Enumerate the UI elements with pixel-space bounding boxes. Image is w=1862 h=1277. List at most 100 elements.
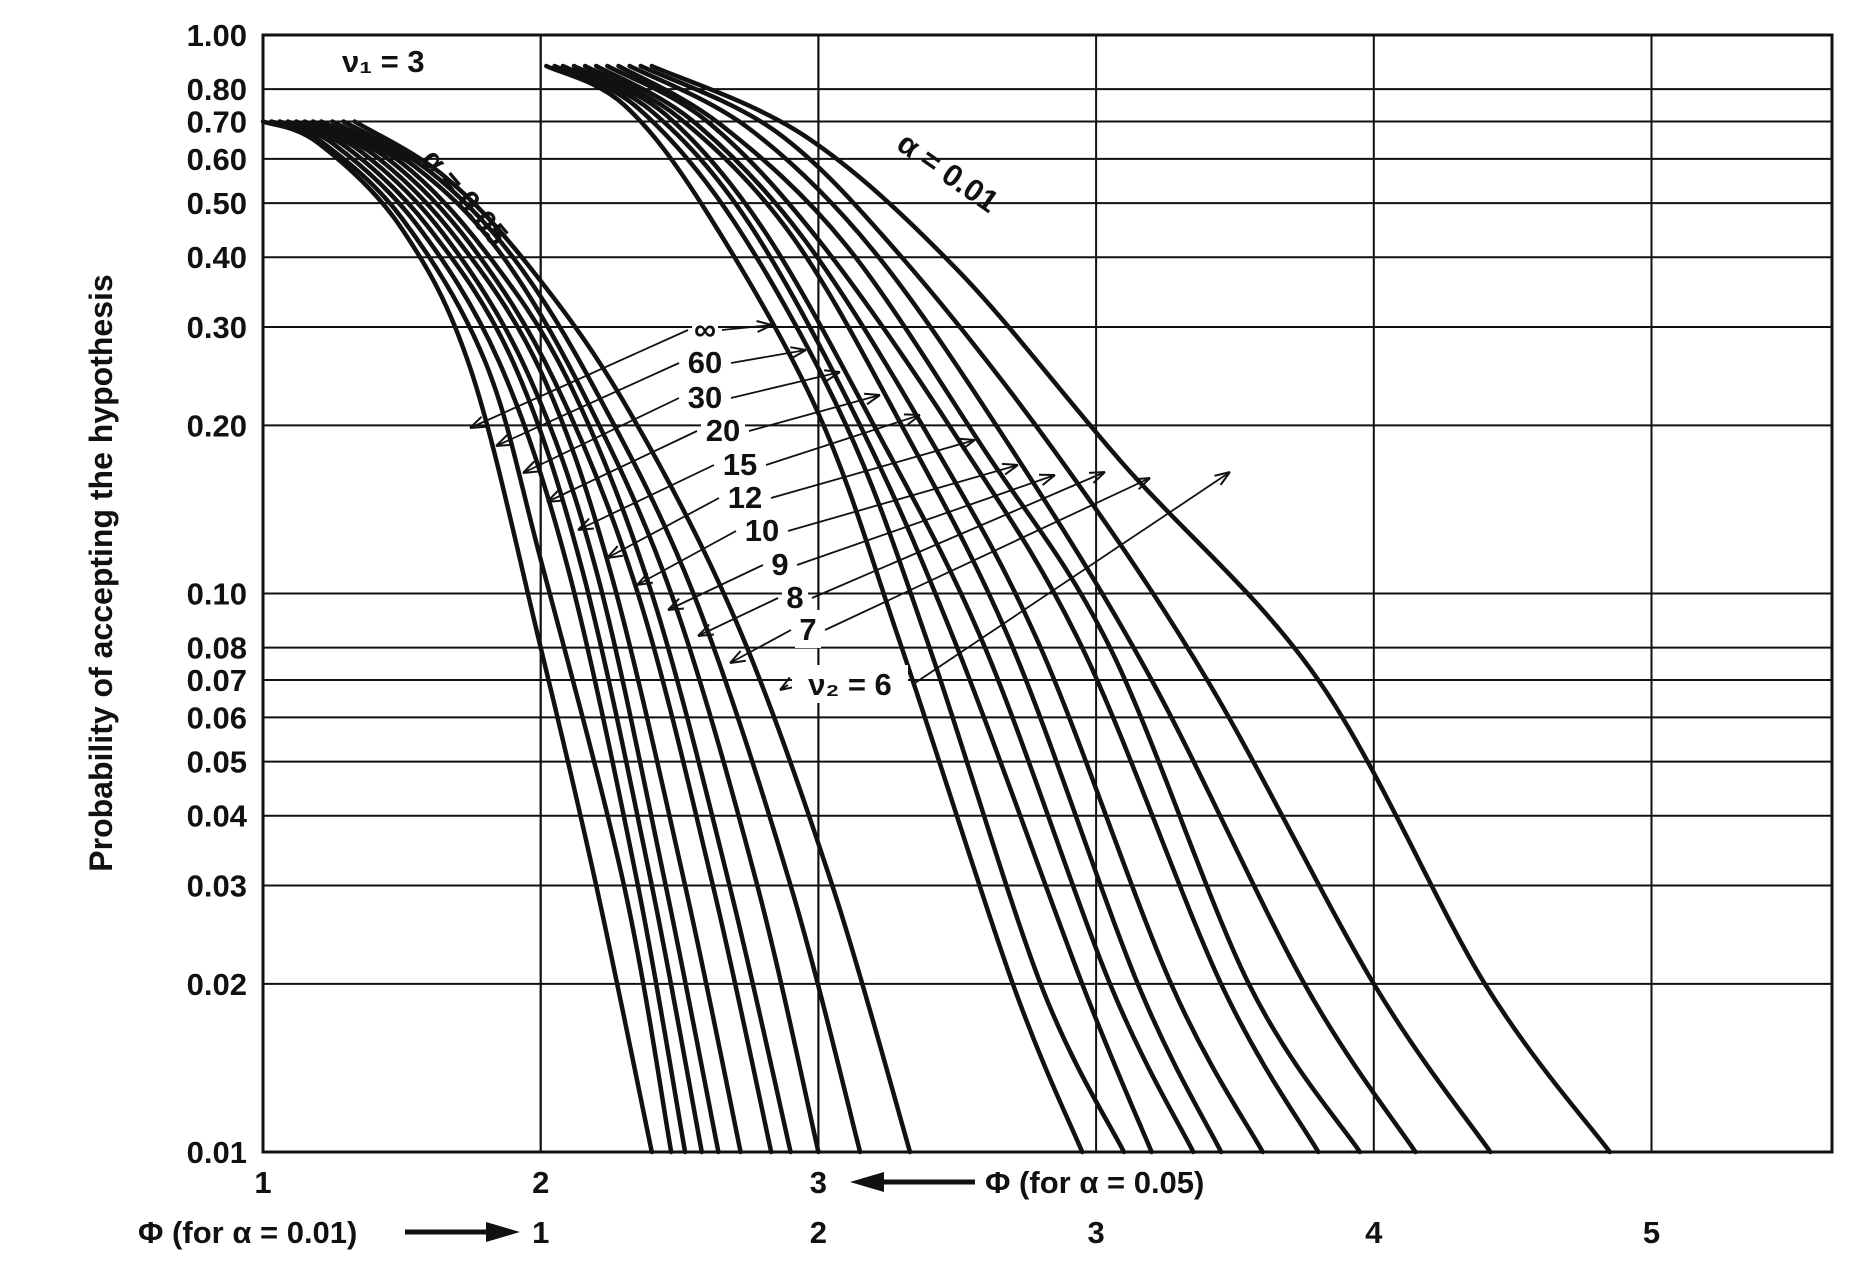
nu2-label: 10 (745, 513, 779, 548)
curve-alpha-001-nu2-7 (638, 63, 1493, 1155)
nu2-leader-left (546, 430, 698, 503)
curve-alpha-005-nu2-inf (260, 119, 655, 1155)
nu2-arrowhead (697, 623, 714, 637)
y-axis-label: Probability of accepting the hypothesis (83, 274, 119, 871)
tick-layer: 1.00 0.800.700.60 0.50 0.40 0.30 0.20 0.10 0.08… (187, 18, 1660, 1250)
nu2-leader-right (721, 324, 773, 331)
nu2-leader-left (729, 629, 792, 664)
nu2-leader-right (730, 349, 807, 364)
curve-alpha-005-nu2-7 (341, 119, 863, 1155)
curve-alpha-001-nu2-30 (560, 63, 1154, 1155)
curve-alpha-001-nu2-8 (627, 63, 1418, 1155)
y-tick-label: 0.10 (187, 577, 247, 612)
y-tick-label: 0.03 (187, 869, 247, 904)
nu2-arrowhead (495, 434, 513, 447)
nu2-label: 12 (728, 480, 762, 515)
nu2-leader-right (765, 414, 921, 466)
nu2-leader-left (495, 362, 680, 447)
y-tick-label: 0.30 (187, 310, 247, 345)
y-tick-label: 0.50 (187, 186, 247, 221)
curve-alpha-005-nu2-60 (269, 119, 674, 1155)
nu2-label-bg (792, 665, 908, 703)
nu2-arrowhead (864, 392, 881, 406)
y-tick-label: 0.07 (187, 663, 247, 698)
y-tick-label: 0.04 (187, 799, 248, 834)
nu2-arrowhead (606, 545, 623, 559)
curve-alpha-001-nu2-10 (605, 63, 1321, 1155)
nu2-arrowhead (790, 346, 807, 359)
nu2-leader-left (667, 564, 764, 611)
nu2-leader-right (787, 464, 1019, 532)
nu2-label-bg (701, 411, 745, 449)
x-axis-label-alpha-001: Φ (for α = 0.01) (138, 1215, 357, 1250)
plot-frame (261, 33, 1834, 1154)
nu2-leader-left (697, 597, 779, 637)
nu1-label: ν₁ = 3 (342, 44, 425, 79)
x-tick-label-alpha-001: 4 (1365, 1215, 1383, 1250)
y-tick-label: 0.20 (187, 408, 247, 443)
nu2-arrowhead (1001, 462, 1019, 476)
curve-alpha-005-nu2-12 (302, 119, 743, 1155)
nu2-label-bg (723, 478, 767, 516)
curve-alpha-005-nu2-6 (352, 119, 913, 1155)
x-tick-label-alpha-001: 2 (810, 1215, 827, 1250)
nu2-arrowhead (729, 650, 746, 664)
nu2-leader-right (811, 471, 1106, 599)
nu2-leader-right (770, 439, 976, 499)
nu2-label-bg (683, 378, 727, 416)
nu2-leader-left (469, 329, 689, 429)
x-tick-label-alpha-001: 5 (1643, 1215, 1660, 1250)
nu2-leader-left (606, 497, 720, 559)
nu2-arrowhead (1134, 477, 1151, 491)
nu2-label: 8 (786, 580, 803, 615)
nu2-arrowhead (903, 413, 921, 426)
nu2-arrowhead (756, 320, 773, 333)
nu2-arrowhead (958, 437, 976, 451)
y-tick-label: 0.01 (187, 1135, 247, 1170)
x-axis-arrowhead-alpha-005 (850, 1172, 884, 1192)
y-tick-label: 0.60 (187, 142, 247, 177)
x-tick-label-alpha-005: 3 (810, 1165, 827, 1200)
curve-layer (260, 63, 1613, 1155)
nu2-label: 9 (771, 547, 788, 582)
nu2-label: ∞ (694, 312, 716, 347)
curve-alpha-005-nu2-10 (310, 119, 774, 1155)
x-tick-label-alpha-005: 1 (254, 1165, 271, 1200)
nu2-label-bg (782, 578, 808, 616)
nu2-arrowhead (522, 460, 540, 474)
x-tick-label-alpha-001: 1 (532, 1215, 549, 1250)
y-tick-label: 0.02 (187, 967, 247, 1002)
nu2-leader-right (796, 474, 1056, 566)
nu2-arrowhead (823, 369, 841, 382)
nu2-arrowhead (469, 416, 487, 429)
nu2-leader-right (730, 371, 841, 399)
curve-alpha-001-nu2-15 (582, 63, 1224, 1155)
nu2-leader-left (522, 397, 680, 474)
nu2-label-bg (692, 310, 718, 348)
x-tick-label-alpha-001: 3 (1087, 1215, 1104, 1250)
curve-alpha-005-nu2-8 (330, 119, 821, 1155)
curve-alpha-005-nu2-30 (277, 119, 688, 1155)
alpha-001-label: α = 0.01 (891, 125, 1005, 219)
y-tick-label: 0.08 (187, 631, 247, 666)
nu2-label-bg (718, 445, 762, 483)
curve-alpha-001-nu2-60 (552, 63, 1127, 1155)
nu2-leader-right (911, 471, 1231, 686)
nu2-label: 7 (799, 612, 816, 647)
nu2-label: 20 (706, 413, 740, 448)
nu2-arrowhead (636, 572, 653, 586)
nu2-label-bg (767, 545, 793, 583)
nu2-label: 60 (688, 345, 722, 380)
curve-alpha-001-nu2-inf (544, 63, 1085, 1155)
curve-alpha-005-nu2-20 (285, 119, 705, 1155)
x-tick-label-alpha-005: 2 (532, 1165, 549, 1200)
curve-alpha-001-nu2-12 (593, 63, 1265, 1155)
curve-alpha-005-nu2-15 (294, 119, 721, 1155)
nu2-label: ν₂ = 6 (808, 667, 892, 702)
nu2-label: 30 (688, 380, 722, 415)
curve-alpha-001-nu2-20 (571, 63, 1196, 1155)
nu2-label-bg (683, 343, 727, 381)
curve-alpha-001-nu2-6 (649, 63, 1613, 1155)
